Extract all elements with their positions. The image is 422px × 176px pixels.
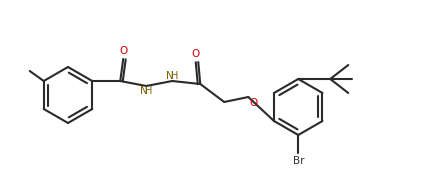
Text: N: N [141,86,148,96]
Text: H: H [145,86,152,96]
Text: O: O [119,46,127,56]
Text: N: N [166,71,174,81]
Text: O: O [249,98,257,108]
Text: O: O [191,49,199,59]
Text: H: H [170,71,178,81]
Text: Br: Br [293,156,305,166]
